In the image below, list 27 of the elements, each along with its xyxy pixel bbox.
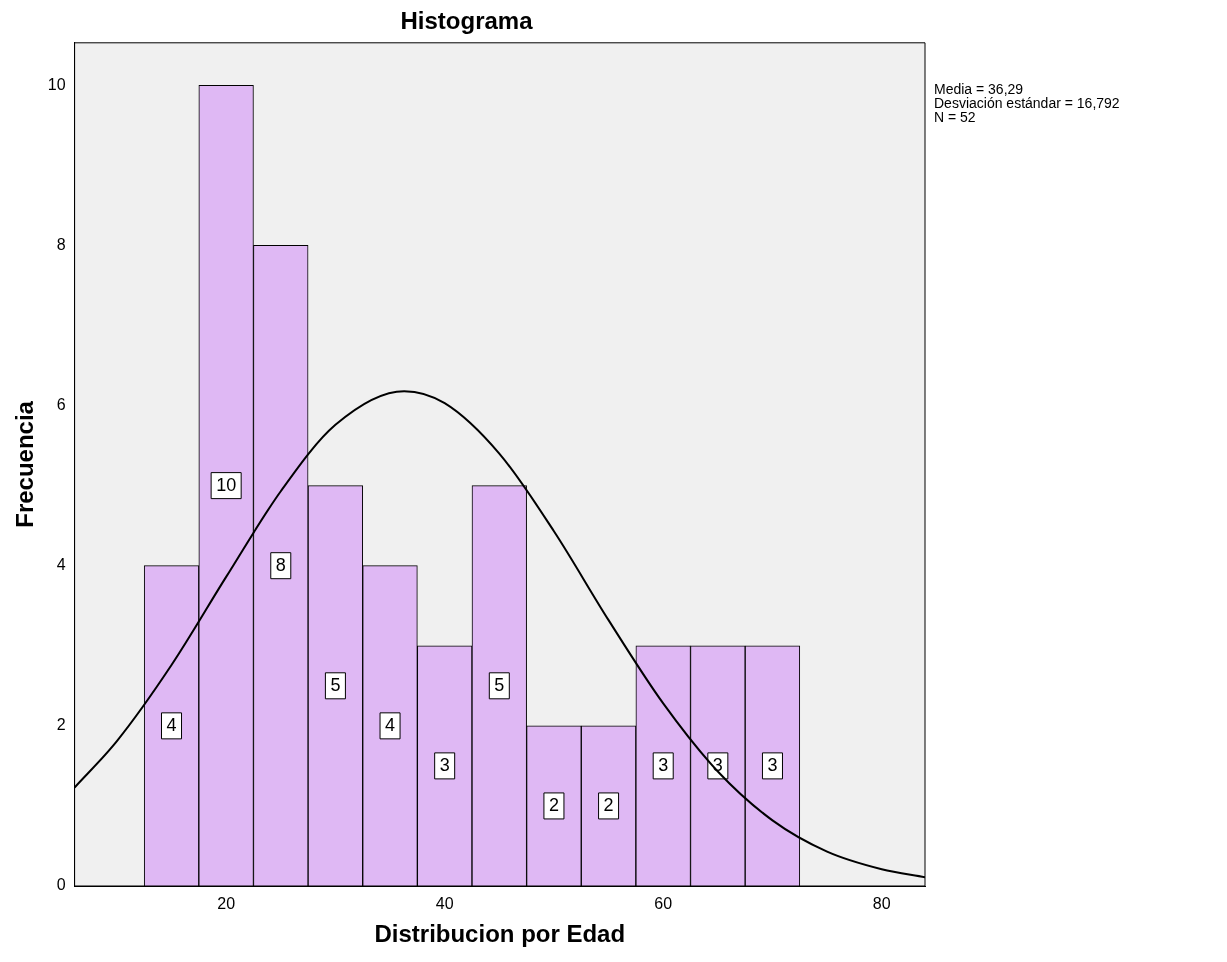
- data-label: 2: [548, 794, 559, 815]
- y-axis-title: Frecuencia: [11, 400, 39, 528]
- data-label: 2: [603, 794, 614, 815]
- data-label: 5: [494, 674, 505, 695]
- data-label: 4: [166, 714, 177, 735]
- y-tick-label: 2: [56, 716, 66, 734]
- y-tick-label: 4: [56, 556, 66, 574]
- data-label: 10: [216, 474, 237, 495]
- text: Media = 36,29: [934, 81, 1025, 97]
- chart-title: Histograma: [400, 7, 534, 35]
- x-tick-label: 20: [217, 895, 236, 913]
- data-label: 3: [439, 754, 450, 775]
- y-tick-label: 0: [56, 876, 66, 894]
- data-label: 3: [658, 754, 669, 775]
- y-tick-label: 8: [56, 235, 66, 253]
- text: Desviación estándar = 16,792: [934, 95, 1120, 111]
- data-label: 3: [767, 754, 778, 775]
- data-label: 5: [330, 674, 341, 695]
- x-axis-title: Distribucion por Edad: [374, 920, 626, 948]
- data-label: 8: [275, 554, 286, 575]
- x-tick-label: 80: [872, 895, 891, 913]
- x-tick-label: 40: [435, 895, 454, 913]
- data-label: 4: [385, 714, 396, 735]
- x-tick-label: 60: [654, 895, 673, 913]
- text: N = 52: [934, 109, 977, 125]
- y-tick-label: 10: [47, 75, 66, 93]
- y-tick-label: 6: [56, 395, 66, 413]
